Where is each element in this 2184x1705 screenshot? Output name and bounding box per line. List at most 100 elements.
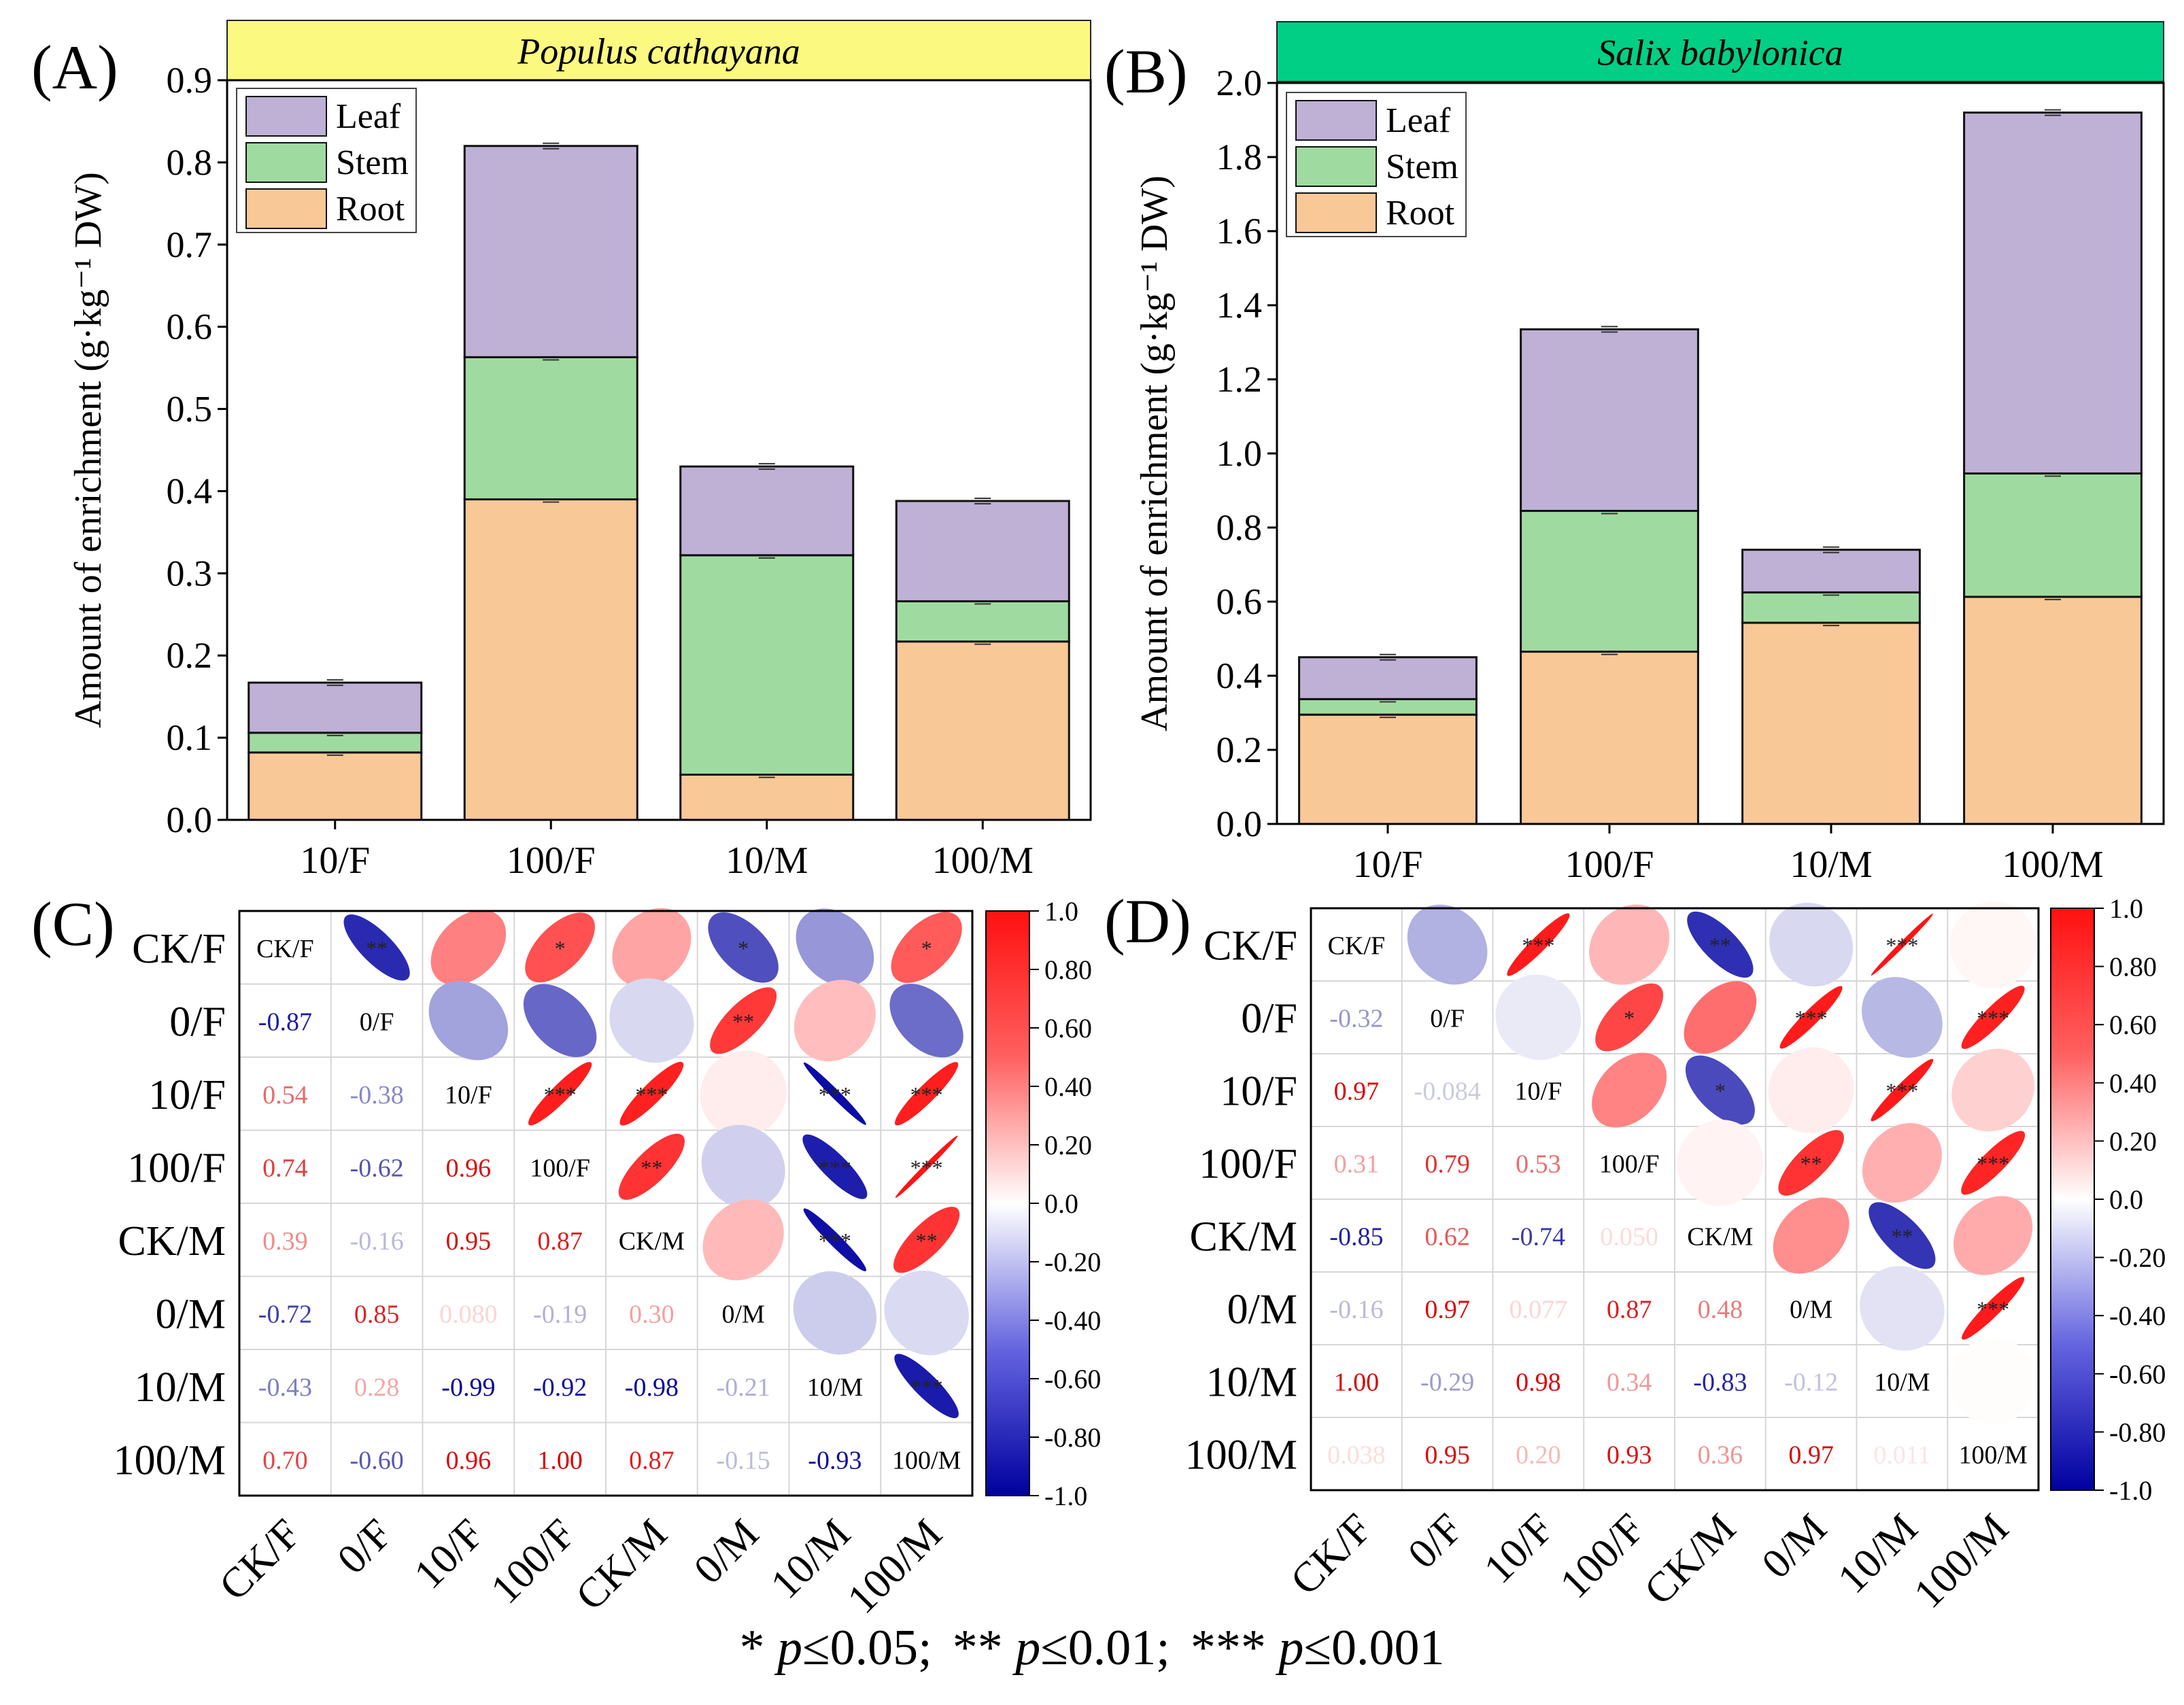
- colorbar: 1.0 0.80 0.60 0.40 0.20 0.0 -0.20 -0.40 -0.60 -0.…: [2050, 893, 2166, 1506]
- diagonal-label: 0/M: [721, 1300, 764, 1328]
- diagonal-label: 0/F: [360, 1008, 394, 1036]
- column-label: 0/F: [328, 1511, 401, 1583]
- correlation-ellipse: [1862, 1123, 1942, 1203]
- correlation-value: -0.21: [717, 1373, 770, 1402]
- correlation-value: 0.080: [439, 1300, 498, 1328]
- correlation-ellipse: [1769, 902, 1854, 987]
- correlation-value: 1.00: [537, 1446, 583, 1475]
- correlation-ellipse: [1869, 1202, 1936, 1269]
- legend-label-root: Root: [1386, 194, 1455, 232]
- x-tick-label: 100/F: [507, 840, 596, 882]
- x-tick-label: 100/M: [932, 840, 1034, 882]
- y-axis-label: Amount of enrichment (g·kg⁻¹ DW): [1133, 175, 1176, 731]
- correlation-value: -0.32: [1329, 1005, 1383, 1033]
- correlation-ellipse: [802, 1134, 868, 1199]
- correlation-value: -0.29: [1420, 1368, 1474, 1397]
- correlation-ellipse: [428, 981, 509, 1061]
- significance-mark: **: [641, 1155, 662, 1179]
- correlation-value: -0.93: [808, 1446, 861, 1475]
- correlation-ellipse: [1779, 986, 1843, 1049]
- significance-mark: *: [1624, 1006, 1635, 1031]
- correlation-ellipse: [1773, 1197, 1849, 1274]
- correlation-value: 0.98: [1516, 1368, 1561, 1397]
- row-label: 0/M: [156, 1291, 226, 1337]
- correlation-value: 0.97: [1788, 1441, 1834, 1470]
- y-tick-label: 1.8: [1216, 137, 1263, 177]
- correlation-ellipse: [1961, 1131, 2026, 1195]
- legend-swatch-root: [1295, 192, 1377, 233]
- y-tick-label: 0.8: [167, 142, 213, 183]
- column-label: 10/F: [405, 1511, 492, 1598]
- correlation-ellipse: [1677, 1120, 1764, 1206]
- significance-mark: ***: [910, 1082, 943, 1107]
- bar-segment-leaf: [679, 465, 855, 557]
- significance-mark: ***: [1977, 1006, 2009, 1031]
- y-axis-label: Amount of enrichment (g·kg⁻¹ DW): [67, 172, 109, 728]
- diagonal-label: CK/F: [1328, 932, 1385, 961]
- row-label: 10/F: [148, 1072, 226, 1118]
- y-tick-label: 0.8: [1216, 507, 1263, 548]
- correlation-ellipse: [710, 987, 777, 1054]
- correlation-value: -0.43: [258, 1373, 312, 1402]
- correlation-ellipse: [1595, 983, 1664, 1052]
- correlation-ellipse: [702, 1199, 784, 1281]
- significance-mark: *: [921, 936, 932, 961]
- title-banner: [1276, 21, 2164, 82]
- correlation-value: -0.15: [717, 1446, 770, 1475]
- significance-mark: ***: [544, 1082, 577, 1107]
- legend-label-leaf: Leaf: [1386, 101, 1451, 140]
- x-tick-label: 10/M: [726, 840, 808, 882]
- column-label: 100/M: [839, 1511, 951, 1623]
- bar-segment-root: [248, 751, 423, 821]
- correlation-value: 0.53: [1516, 1150, 1561, 1179]
- correlation-ellipse: [895, 1135, 958, 1199]
- correlation-ellipse: [1962, 1277, 2025, 1340]
- correlation-ellipse: [803, 1062, 866, 1125]
- significance-mark: ***: [1795, 1006, 1828, 1031]
- y-tick-label: 1.2: [1216, 359, 1263, 400]
- correlation-ellipse: [525, 912, 595, 983]
- colorbar-tick-label: 0.40: [2109, 1068, 2157, 1099]
- column-label: CK/M: [1636, 1505, 1745, 1614]
- significance-mark: **: [1891, 1224, 1913, 1249]
- correlation-value: -0.12: [1784, 1368, 1838, 1397]
- significance-mark: **: [1801, 1152, 1822, 1176]
- bar-segment-root: [679, 774, 855, 821]
- correlation-ellipse: [701, 1124, 785, 1209]
- y-tick-label: 0.2: [1216, 729, 1263, 770]
- colorbar-tick-label: 0.80: [1044, 954, 1092, 985]
- panel-label: (B): [1104, 37, 1188, 106]
- colorbar-tick-label: 0.20: [2109, 1126, 2157, 1156]
- significance-mark: ***: [1886, 1079, 1918, 1103]
- correlation-value: -0.83: [1693, 1368, 1747, 1397]
- matrix-frame: [1310, 907, 2040, 1492]
- significance-mark: ***: [1977, 1297, 2009, 1322]
- column-label: 0/F: [1399, 1505, 1472, 1578]
- significance-mark: ***: [910, 1375, 943, 1399]
- colorbar-tick-label: 0.60: [2109, 1010, 2157, 1040]
- significance-mark: ***: [635, 1082, 668, 1107]
- significance-mark: **: [732, 1009, 754, 1033]
- correlation-ellipse: [1862, 977, 1943, 1058]
- bar-segment-stem: [463, 356, 638, 501]
- correlation-ellipse: [619, 1061, 684, 1126]
- column-label: 0/M: [685, 1511, 768, 1593]
- legend-label-root: Root: [336, 190, 405, 228]
- correlation-value: 0.70: [262, 1446, 308, 1475]
- panel-a-stacked-bar-chart: Populus cathayana (A) 0.0 0.1 0.2 0.3 0.4 0.5 0.…: [31, 20, 1092, 882]
- significance-mark: ***: [819, 1155, 851, 1179]
- correlation-value: -0.72: [258, 1300, 312, 1328]
- correlation-value: -0.60: [350, 1446, 404, 1475]
- correlation-ellipse: [1871, 1058, 1934, 1122]
- colorbar-tick-label: -0.80: [1044, 1422, 1101, 1453]
- colorbar-tick-label: -0.20: [1044, 1247, 1101, 1277]
- row-label: 100/M: [114, 1437, 226, 1483]
- correlation-ellipse: [618, 1133, 685, 1200]
- legend: Leaf Stem Root: [1286, 92, 1467, 237]
- correlation-ellipse: [793, 1271, 877, 1355]
- colorbar-tick-label: 1.0: [1044, 896, 1078, 927]
- significance-mark: ***: [910, 1155, 943, 1179]
- correlation-ellipse: [528, 1062, 592, 1126]
- correlation-ellipse: [1949, 1337, 2037, 1425]
- y-tick-label: 0.5: [167, 389, 213, 430]
